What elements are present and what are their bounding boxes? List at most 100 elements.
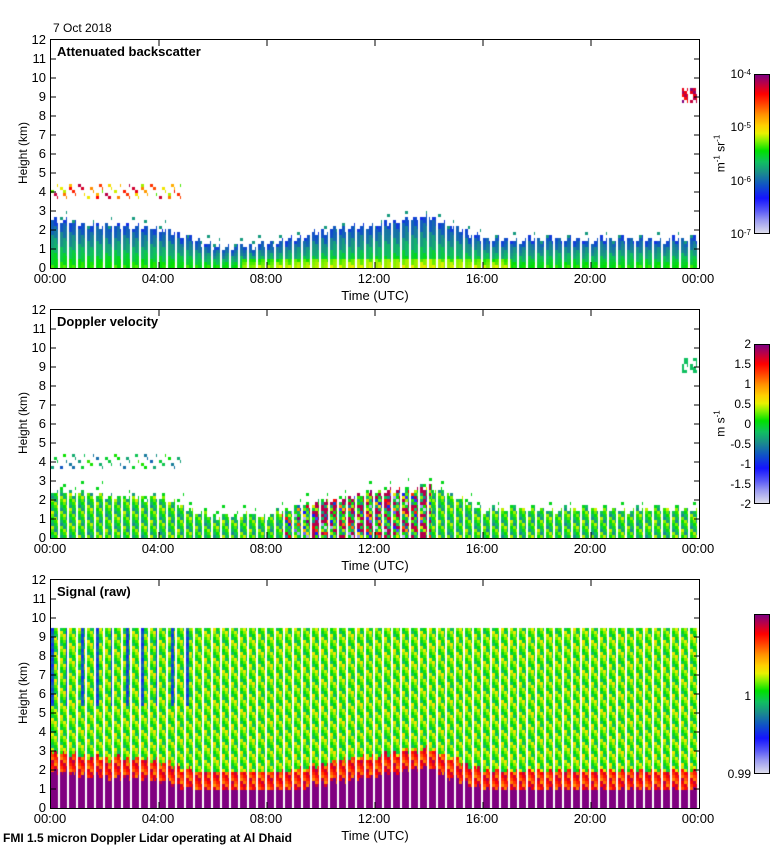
y-tick-label: 1 xyxy=(38,511,46,526)
y-tick-label: 4 xyxy=(38,454,46,469)
x-tick-label: 08:00 xyxy=(249,271,283,286)
y-tick-label: 6 xyxy=(38,686,46,701)
x-tick-label: 12:00 xyxy=(357,811,391,826)
colorbar-tick-label: -2 xyxy=(740,497,751,511)
y-tick-label: 1 xyxy=(38,781,46,796)
colorbar xyxy=(754,344,770,504)
x-tick-label: 04:00 xyxy=(141,541,175,556)
colorbar-tick-base: 10 xyxy=(730,227,744,241)
colorbar-tick-label: 10-4 xyxy=(703,68,751,80)
colorbar-tick-exponent: -4 xyxy=(743,68,751,77)
x-axis-label: Time (UTC) xyxy=(341,828,409,843)
x-tick-label: 12:00 xyxy=(357,271,391,286)
y-tick-label: 5 xyxy=(38,435,46,450)
x-tick-label: 00:00 xyxy=(33,271,67,286)
x-axis-label: Time (UTC) xyxy=(341,558,409,573)
colorbar-tick-exponent: -7 xyxy=(743,228,751,237)
y-tick-label: 6 xyxy=(38,146,46,161)
colorbar-tick-label: 1 xyxy=(744,377,751,391)
plot-panel-3: Signal (raw) xyxy=(50,579,700,809)
plot-panel-2: Doppler velocity xyxy=(50,309,700,539)
y-tick-label: 1 xyxy=(38,241,46,256)
colorbar-tick-exponent: -6 xyxy=(743,174,751,184)
axis-ticks xyxy=(51,580,699,808)
y-axis-label: Height (km) xyxy=(16,392,30,455)
x-tick-label: 00:00 xyxy=(681,541,715,556)
y-tick-label: 8 xyxy=(38,378,46,393)
y-tick-label: 0 xyxy=(38,800,46,815)
y-tick-label: 2 xyxy=(38,222,46,237)
colorbar-tick-base: 10 xyxy=(730,120,744,135)
y-tick-label: 11 xyxy=(32,51,47,66)
colorbar-tick-label: 2 xyxy=(744,337,751,351)
y-tick-label: 2 xyxy=(38,762,46,777)
y-axis-label: Height (km) xyxy=(16,122,30,185)
panel-title: Attenuated backscatter xyxy=(57,44,201,59)
colorbar-tick-label: -0.5 xyxy=(730,437,751,451)
y-tick-label: 8 xyxy=(38,108,46,123)
x-tick-label: 20:00 xyxy=(573,811,607,826)
colorbar xyxy=(754,74,770,234)
x-tick-label: 04:00 xyxy=(141,811,175,826)
y-tick-label: 7 xyxy=(38,127,46,142)
colorbar-tick-label: -1.5 xyxy=(730,477,751,491)
x-tick-label: 00:00 xyxy=(681,811,715,826)
colorbar-tick-label: 1.5 xyxy=(734,357,751,371)
colorbar-tick-exponent: -5 xyxy=(743,121,751,131)
y-tick-label: 2 xyxy=(38,492,46,507)
x-axis-label: Time (UTC) xyxy=(341,288,409,303)
y-tick-label: 9 xyxy=(38,89,46,104)
colorbar-label-part: -1 xyxy=(712,134,722,142)
colorbar-tick-label: 1 xyxy=(744,689,751,703)
y-axis-label: Height (km) xyxy=(16,662,30,725)
x-tick-label: 08:00 xyxy=(249,541,283,556)
y-tick-label: 11 xyxy=(32,321,47,336)
colorbar-tick-label: 0.5 xyxy=(734,397,751,411)
y-tick-label: 7 xyxy=(38,397,46,412)
y-tick-label: 10 xyxy=(31,340,46,355)
colorbar-label-part: -1 xyxy=(712,410,722,418)
y-tick-label: 5 xyxy=(38,705,46,720)
colorbar-tick-base: 10 xyxy=(730,173,744,188)
y-tick-label: 10 xyxy=(31,70,46,85)
colorbar-tick-label: 10-6 xyxy=(703,175,751,187)
colorbar-label-part: m xyxy=(713,162,728,173)
x-tick-label: 04:00 xyxy=(141,271,175,286)
y-tick-label: 8 xyxy=(38,648,46,663)
plot-panel-1: Attenuated backscatter xyxy=(50,39,700,269)
colorbar-label-part: -1 xyxy=(712,155,722,163)
heatmap-canvas xyxy=(51,310,699,538)
y-tick-label: 0 xyxy=(38,530,46,545)
y-tick-label: 5 xyxy=(38,165,46,180)
y-tick-label: 9 xyxy=(38,359,46,374)
heatmap-canvas xyxy=(51,40,699,268)
colorbar xyxy=(754,614,770,774)
x-tick-label: 00:00 xyxy=(681,271,715,286)
y-tick-label: 3 xyxy=(38,743,46,758)
panel-title: Signal (raw) xyxy=(57,584,131,599)
colorbar-tick-base: 10 xyxy=(730,67,744,81)
colorbar-label-part: sr xyxy=(713,141,728,156)
colorbar-tick-label: 10-5 xyxy=(703,121,751,133)
y-tick-label: 4 xyxy=(38,724,46,739)
x-tick-label: 00:00 xyxy=(33,541,67,556)
colorbar-label: m s-1 xyxy=(713,384,728,464)
y-tick-label: 10 xyxy=(31,610,46,625)
y-tick-label: 12 xyxy=(31,302,46,317)
x-tick-label: 12:00 xyxy=(357,541,391,556)
colorbar-tick-label: -1 xyxy=(740,457,751,471)
y-tick-label: 3 xyxy=(38,473,46,488)
colorbar-label: m-1 sr-1 xyxy=(713,114,728,194)
y-tick-label: 12 xyxy=(31,572,46,587)
colorbar-tick-label: 10-7 xyxy=(703,228,751,240)
y-tick-label: 6 xyxy=(38,416,46,431)
panel-title: Doppler velocity xyxy=(57,314,159,329)
footer-caption: FMI 1.5 micron Doppler Lidar operating a… xyxy=(3,831,292,845)
x-tick-label: 16:00 xyxy=(465,271,499,286)
y-tick-label: 3 xyxy=(38,203,46,218)
y-tick-label: 12 xyxy=(31,32,46,47)
y-tick-label: 11 xyxy=(32,591,47,606)
date-label: 7 Oct 2018 xyxy=(53,21,112,35)
y-tick-label: 7 xyxy=(38,667,46,682)
axis-ticks xyxy=(51,40,699,268)
